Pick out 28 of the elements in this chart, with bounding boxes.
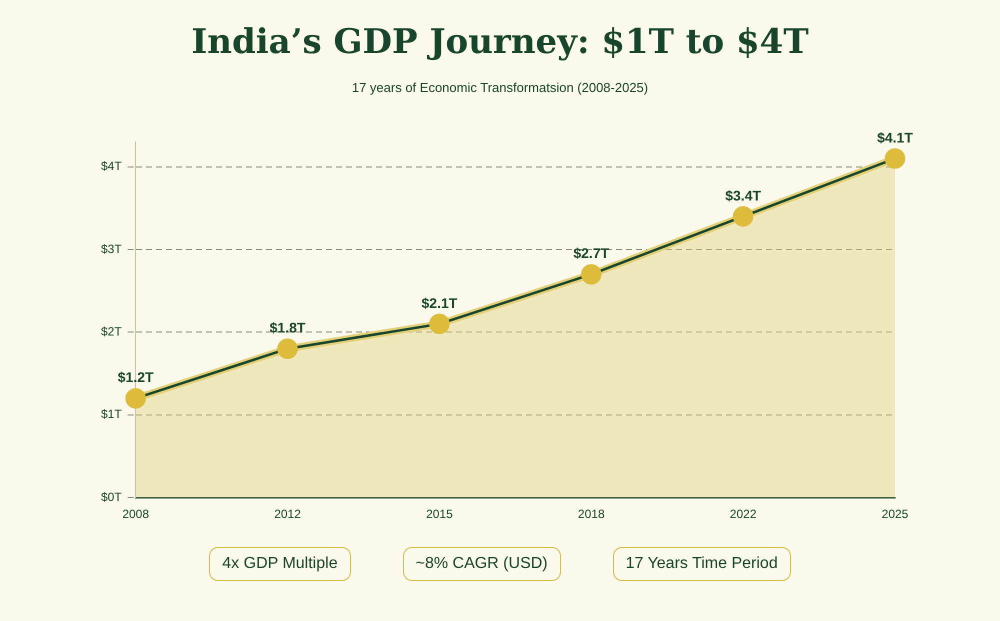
point — [732, 206, 754, 227]
x-tick-label: 2012 — [274, 507, 302, 522]
x-tick-label: 2022 — [730, 507, 757, 522]
data-label: $3.4T — [725, 187, 762, 204]
point — [581, 264, 602, 285]
x-tick-label: 2008 — [122, 507, 150, 522]
point — [125, 388, 146, 409]
x-tick-label: 2015 — [426, 507, 454, 522]
point — [884, 148, 906, 169]
chart-subtitle: 17 years of Economic Transformatsion (2008-2025) — [350, 80, 650, 95]
y-tick-label: $4T — [100, 159, 122, 174]
y-tick-label: $2T — [100, 324, 122, 339]
point — [277, 338, 298, 359]
text: 17 Years Time Period — [612, 547, 791, 581]
data-label: $2.1T — [422, 294, 458, 311]
y-tick-label: $3T — [100, 242, 122, 256]
chart-title: India’s GDP Journey: $1T to $4T — [190, 22, 810, 62]
data-label: $1.2T — [118, 369, 154, 386]
y-tick-label: $0T — [100, 490, 122, 504]
x-tick-label: 2018 — [578, 507, 605, 522]
y-tick-label: $1T — [100, 407, 122, 422]
x-tick-label: 2025 — [882, 507, 909, 522]
text: ~8% CAGR (USD) — [402, 547, 561, 581]
point — [429, 314, 450, 334]
data-label: $2.7T — [573, 245, 610, 262]
data-label: $1.8T — [270, 320, 306, 336]
text: 4x GDP Multiple — [209, 547, 351, 581]
data-label: $4.1T — [877, 129, 914, 146]
